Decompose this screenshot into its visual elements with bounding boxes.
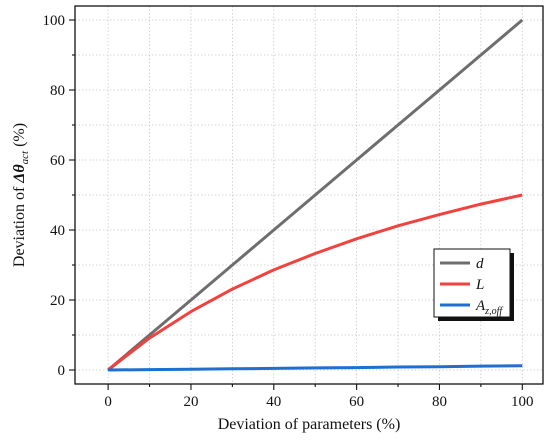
axis-ticks: 0 20 40 60 80 100 0 20 40 60 80 100 (43, 13, 534, 410)
legend-label: d (476, 256, 484, 272)
y-axis-label-symbol: Δθ (11, 164, 28, 184)
x-tick-label: 80 (432, 394, 447, 410)
y-tick-label: 80 (50, 83, 65, 99)
series-line-3 (108, 364, 523, 372)
y-tick-label: 20 (50, 293, 65, 309)
x-tick-label: 0 (104, 394, 112, 410)
series-line-2 (107, 193, 523, 372)
y-axis-label-prefix: Deviation of (11, 183, 28, 267)
legend: dL Az,off (433, 248, 514, 321)
x-tick-label: 40 (266, 394, 281, 410)
series-group (107, 18, 524, 372)
legend-label: L (475, 277, 484, 293)
y-tick-label: 100 (43, 13, 66, 29)
legend-label: Az,off (475, 298, 503, 317)
y-tick-label: 40 (50, 223, 65, 239)
x-axis-label: Deviation of parameters (%) (218, 416, 401, 433)
series-line-1 (107, 18, 524, 372)
y-axis-label: Deviation of Δθact (%) (11, 123, 31, 267)
y-axis-label-suffix: (%) (11, 123, 28, 151)
x-tick-label: 20 (183, 394, 198, 410)
y-tick-label: 0 (58, 363, 66, 379)
y-axis-label-subscript: act (19, 150, 31, 164)
x-tick-label: 100 (511, 394, 534, 410)
y-tick-label: 60 (50, 153, 65, 169)
x-tick-label: 60 (349, 394, 364, 410)
